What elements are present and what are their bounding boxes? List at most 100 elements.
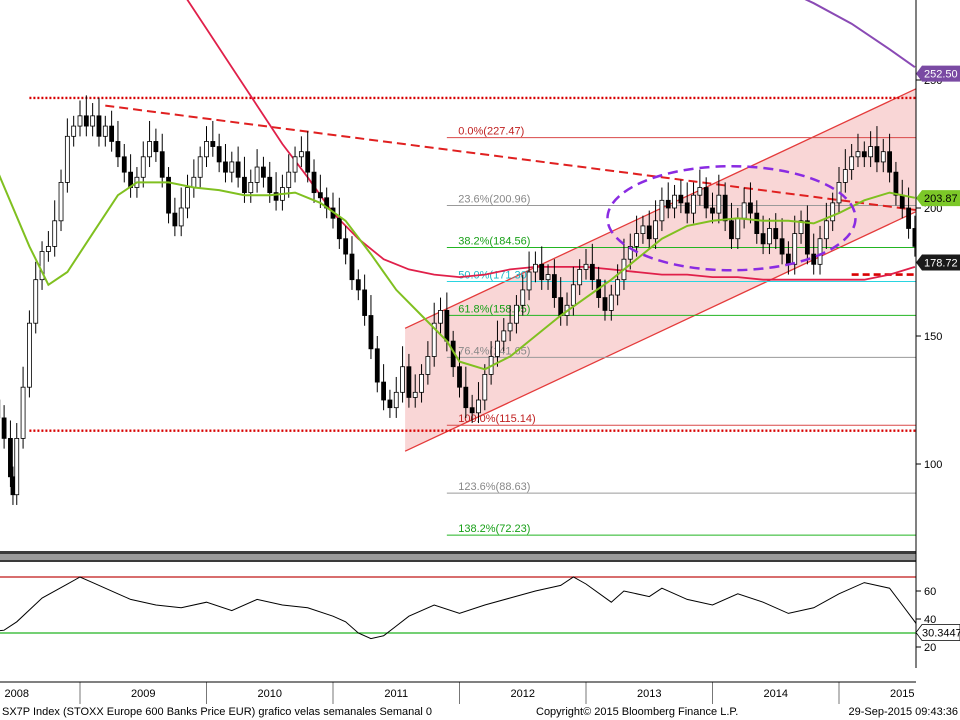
candle-body: [697, 187, 703, 196]
candle-body: [899, 194, 905, 209]
candle-body: [583, 263, 589, 270]
fib-label: 23.6%(200.96): [458, 194, 530, 206]
candle-body: [741, 202, 747, 219]
candle-body: [678, 194, 684, 204]
candle-body: [267, 176, 273, 194]
candle-body: [261, 166, 266, 178]
candle-body: [507, 322, 513, 332]
candle-body: [659, 199, 665, 222]
candle-body: [115, 141, 121, 158]
fib-label: 38.2%(184.56): [458, 236, 530, 248]
candle-body: [229, 161, 235, 173]
candle-body: [798, 220, 804, 235]
candle-body: [185, 187, 190, 209]
candle-body: [393, 391, 399, 409]
candle-body: [684, 202, 690, 214]
candle-body: [823, 220, 829, 240]
candle-body: [96, 115, 102, 137]
candle-body: [672, 194, 677, 209]
candle-body: [906, 207, 911, 229]
oscillator-badge: [915, 624, 960, 641]
candle-body: [842, 169, 848, 183]
candle-body: [33, 279, 39, 324]
candle-body: [58, 181, 64, 222]
candle-body: [355, 279, 361, 291]
candle-body: [469, 407, 475, 414]
candle-body: [811, 253, 817, 265]
candle-body: [722, 194, 728, 222]
candle-body: [767, 228, 772, 245]
candle-body: [665, 199, 671, 209]
candle-body: [868, 146, 874, 158]
ma-purple-line: [804, 0, 916, 69]
candle-body: [311, 171, 317, 194]
candle-body: [773, 228, 779, 240]
candle-body: [861, 151, 867, 158]
resistance-trendline: [105, 104, 916, 212]
candle-body: [400, 366, 405, 393]
oscillator-layer: [0, 576, 916, 640]
candle-body: [26, 322, 32, 388]
candle-body: [533, 263, 538, 273]
ma-green-line: [0, 174, 916, 371]
price-badge: [916, 190, 960, 207]
candle-body: [109, 125, 115, 142]
candle-body: [166, 176, 171, 214]
candle-body: [646, 225, 652, 240]
candle-body: [191, 176, 197, 188]
channel-lower-line: [404, 210, 916, 452]
candle-body: [362, 289, 368, 316]
candle-body: [476, 399, 481, 414]
oscillator-panel: [0, 576, 916, 640]
candle-body: [849, 156, 855, 171]
candle-body: [760, 233, 766, 245]
candle-body: [634, 233, 639, 247]
candle-body: [716, 194, 722, 214]
candle-body: [254, 166, 260, 183]
candle-body: [830, 202, 836, 222]
price-badge-label: 178.72: [924, 257, 958, 269]
candle-body: [438, 309, 443, 324]
footer-center: Copyright© 2015 Bloomberg Finance L.P.: [536, 706, 738, 718]
candle-body: [172, 212, 178, 227]
candle-body: [102, 125, 108, 137]
candle-body: [412, 391, 418, 398]
candle-body: [317, 192, 323, 199]
panel-separator-bottom: [0, 560, 916, 562]
candle-body: [204, 141, 209, 158]
candle-body: [349, 253, 355, 281]
candle-body: [457, 366, 462, 388]
fib-label: 123.6%(88.63): [458, 481, 530, 493]
candle-body: [178, 207, 184, 227]
candle-body: [121, 156, 127, 173]
candle-body: [197, 156, 203, 178]
candle-body: [729, 220, 734, 240]
candle-body: [874, 146, 880, 163]
candle-body: [77, 115, 83, 127]
oscillator-line: [0, 576, 916, 640]
candle-body: [754, 212, 760, 234]
price-badge-label: 252.50: [924, 69, 958, 81]
candle-body: [608, 294, 614, 311]
candle-body: [703, 187, 709, 209]
axes: 100150200250252.50203.87178.7220406030.3…: [5, 65, 960, 704]
panel-separator: [0, 551, 916, 554]
candle-body: [153, 141, 159, 153]
candle-body: [292, 156, 298, 173]
candle-body: [602, 297, 608, 311]
fib-label: 50.0%(171.30): [458, 269, 530, 281]
footer-right: 29-Sep-2015 09:43:36: [849, 706, 958, 718]
candle-body: [343, 238, 349, 255]
year-label: 2009: [131, 688, 155, 700]
candle-body: [558, 297, 564, 316]
oscillator-tick-label: 20: [924, 642, 936, 654]
candle-body: [273, 192, 279, 201]
candle-body: [627, 245, 633, 260]
candle-body: [8, 437, 13, 478]
candle-body: [887, 151, 892, 173]
candle-body: [1, 417, 7, 439]
candle-body: [425, 356, 431, 375]
candle-body: [223, 161, 228, 173]
candle-body: [431, 322, 437, 357]
candle-body: [298, 151, 304, 158]
